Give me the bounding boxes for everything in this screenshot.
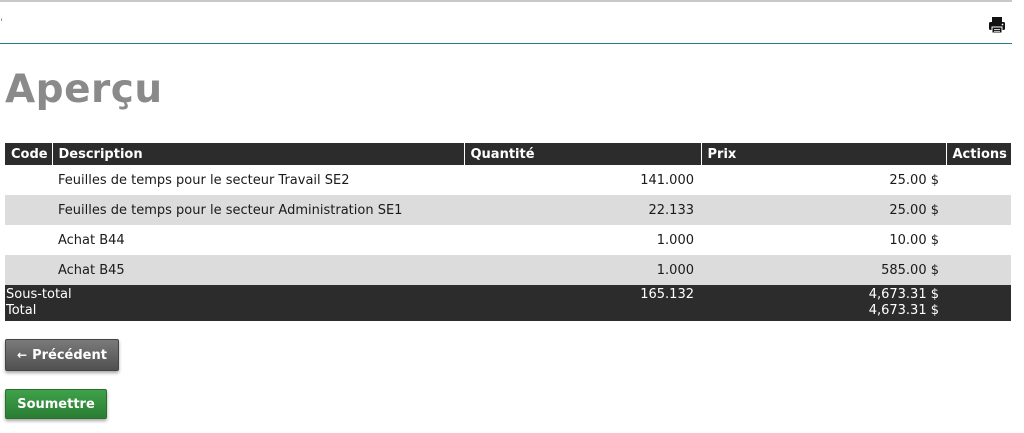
printer-icon[interactable] (987, 15, 1007, 35)
table-row: Feuilles de temps pour le secteur Admini… (5, 195, 1011, 225)
cell-description: Achat B44 (52, 225, 464, 255)
subtotal-label: Sous-total (6, 287, 72, 302)
cell-quantity: 22.133 (464, 195, 701, 225)
cell-code (5, 165, 52, 195)
top-toolbar: ˈ (0, 0, 1012, 44)
page-title: Aperçu (5, 67, 163, 112)
cell-description: Feuilles de temps pour le secteur Admini… (52, 195, 464, 225)
cell-description: Achat B45 (52, 255, 464, 285)
column-header-description: Description (52, 143, 465, 165)
table-row: Achat B44 1.000 10.00 $ (5, 225, 1011, 255)
cell-price: 10.00 $ (701, 225, 946, 255)
previous-button[interactable]: ← Précédent (5, 339, 119, 371)
column-header-actions: Actions (946, 143, 1011, 165)
totals-prices: 4,673.31 $ 4,673.31 $ (701, 285, 946, 321)
cell-actions (946, 165, 1011, 195)
total-label: Total (6, 303, 37, 318)
cell-actions (946, 225, 1011, 255)
subtotal-quantity-value: 165.132 (640, 287, 694, 302)
submit-button-label: Soumettre (17, 396, 95, 412)
subtotal-quantity: 165.132 (464, 285, 701, 321)
column-header-quantity: Quantité (464, 143, 702, 165)
cell-code (5, 195, 52, 225)
subtotal-price: 4,673.31 $ (868, 287, 939, 302)
cell-quantity: 1.000 (464, 255, 701, 285)
cell-code (5, 255, 52, 285)
cell-price: 25.00 $ (701, 195, 946, 225)
order-preview-table: Code Description Quantité Prix Actions F… (5, 143, 1011, 321)
table-header-row: Code Description Quantité Prix Actions (5, 143, 1011, 165)
toolbar-edge-mark: ˈ (0, 18, 3, 29)
column-header-code: Code (5, 143, 53, 165)
arrow-left-icon: ← (17, 348, 28, 362)
cell-description: Feuilles de temps pour le secteur Travai… (52, 165, 464, 195)
cell-quantity: 141.000 (464, 165, 701, 195)
cell-actions (946, 255, 1011, 285)
cell-price: 585.00 $ (701, 255, 946, 285)
totals-actions (946, 285, 1011, 321)
totals-row: Sous-total Total 165.132 4,673.31 $ 4,67… (5, 285, 1011, 321)
cell-quantity: 1.000 (464, 225, 701, 255)
table-row: Achat B45 1.000 585.00 $ (5, 255, 1011, 285)
cell-actions (946, 195, 1011, 225)
totals-labels: Sous-total Total (5, 285, 464, 321)
submit-button[interactable]: Soumettre (5, 389, 107, 419)
cell-code (5, 225, 52, 255)
total-price: 4,673.31 $ (868, 303, 939, 318)
table-row: Feuilles de temps pour le secteur Travai… (5, 165, 1011, 195)
previous-button-label: Précédent (32, 347, 107, 363)
cell-price: 25.00 $ (701, 165, 946, 195)
column-header-price: Prix (701, 143, 947, 165)
